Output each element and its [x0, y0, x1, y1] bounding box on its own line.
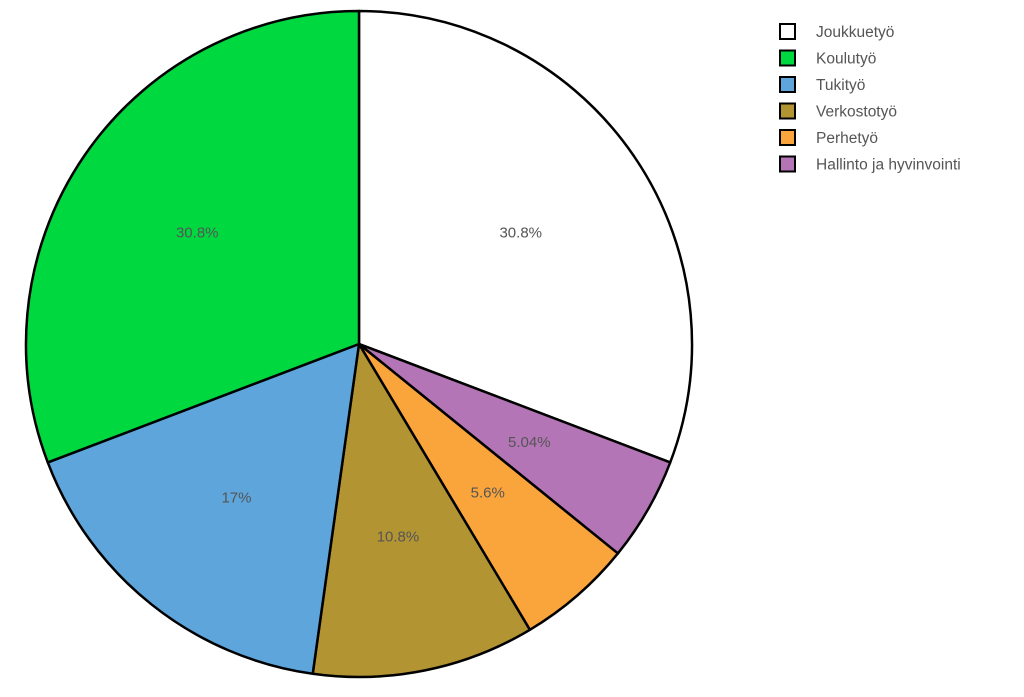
legend-label-koulutyo: Koulutyö — [816, 51, 876, 68]
legend-swatch-perhetyo — [779, 129, 796, 146]
slice-label-perhetyo: 5.6% — [471, 484, 505, 501]
legend-label-hallinto-ja-hyvinvointi: Hallinto ja hyvinvointi — [816, 157, 961, 174]
legend-label-joukkuetyo: Joukkuetyö — [816, 24, 894, 41]
slice-label-joukkuetyo: 30.8% — [499, 224, 542, 241]
legend-item-perhetyo: Perhetyö — [779, 129, 878, 147]
pie-slice-labels: 30.8% 5.04% 5.6% 10.8% 17% 30.8% — [176, 224, 551, 545]
legend-swatch-hallinto-ja-hyvinvointi — [779, 155, 796, 173]
legend-label-verkostotyo: Verkostotyö — [816, 104, 897, 121]
legend-item-joukkuetyo: Joukkuetyö — [779, 23, 894, 41]
legend-item-koulutyo: Koulutyö — [779, 49, 876, 68]
slice-label-tukityo: 17% — [221, 490, 251, 507]
slice-label-koulutyo: 30.8% — [176, 224, 219, 241]
legend-swatch-verkostotyo — [779, 102, 796, 120]
legend: Joukkuetyö Koulutyö Tukityö Verkostotyö Perh… — [779, 23, 961, 174]
pie-slice-tukityo — [46, 342, 361, 676]
slice-label-verkostotyo: 10.8% — [377, 529, 420, 546]
legend-item-verkostotyo: Verkostotyö — [779, 102, 897, 121]
legend-swatch-joukkuetyo — [779, 23, 796, 40]
pie-slices — [24, 9, 694, 679]
legend-item-hallinto-ja-hyvinvointi: Hallinto ja hyvinvointi — [779, 155, 961, 174]
legend-swatch-koulutyo — [779, 49, 796, 67]
legend-label-perhetyo: Perhetyö — [816, 130, 878, 147]
pie-slice-koulutyo — [24, 9, 361, 464]
pie-slice-verkostotyo — [311, 342, 532, 679]
pie-slice-joukkuetyo — [357, 9, 694, 464]
slice-label-hallinto-ja-hyvinvointi: 5.04% — [508, 434, 551, 451]
legend-item-tukityo: Tukityö — [779, 76, 865, 94]
legend-label-tukityo: Tukityö — [816, 77, 865, 94]
legend-swatch-tukityo — [779, 76, 796, 93]
